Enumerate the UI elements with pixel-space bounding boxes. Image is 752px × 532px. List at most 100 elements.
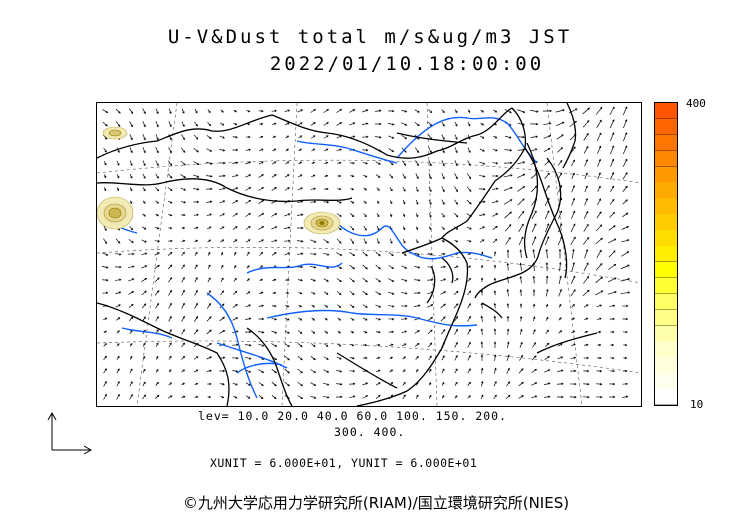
wind-arrowhead	[612, 106, 615, 109]
wind-arrow	[258, 305, 264, 307]
wind-arrowhead	[300, 371, 303, 374]
wind-arrowhead	[534, 236, 537, 239]
wind-arrowhead	[104, 393, 107, 397]
wind-arrow	[206, 226, 212, 230]
wind-arrowhead	[208, 395, 212, 399]
wind-arrowhead	[547, 147, 551, 151]
wind-arrow	[194, 316, 198, 322]
wind-arrowhead	[182, 355, 185, 359]
wind-arrowhead	[338, 331, 341, 334]
map-canvas	[97, 103, 641, 406]
wind-arrowhead	[260, 265, 264, 268]
wind-arrow	[115, 238, 121, 244]
wind-arrowhead	[455, 227, 459, 230]
wind-arrowhead	[299, 291, 303, 295]
wind-arrowhead	[379, 136, 382, 139]
wind-arrow	[545, 329, 549, 335]
wind-arrow	[102, 265, 108, 269]
wind-arrow	[349, 395, 355, 399]
wind-arrowhead	[117, 330, 120, 333]
wind-arrow	[492, 188, 498, 190]
wind-arrow	[441, 368, 445, 374]
wind-arrow	[582, 237, 590, 245]
wind-arrow	[557, 356, 563, 360]
wind-arrow	[388, 265, 394, 269]
wind-arrow	[401, 318, 407, 320]
wind-arrow	[493, 368, 497, 374]
graticule	[97, 103, 641, 406]
wind-arrow	[194, 369, 198, 373]
wind-arrowhead	[496, 174, 499, 178]
wind-arrowhead	[627, 264, 630, 267]
wind-arrow	[415, 394, 419, 400]
wind-arrowhead	[403, 241, 406, 244]
wind-arrow	[608, 225, 616, 231]
wind-arrowhead	[104, 330, 107, 333]
wind-arrow	[388, 123, 394, 125]
wind-arrowhead	[130, 111, 134, 114]
wind-arrowhead	[196, 175, 200, 178]
wind-arrowhead	[222, 303, 225, 306]
wind-arrowhead	[468, 163, 471, 167]
wind-arrow	[389, 187, 393, 191]
wind-arrowhead	[130, 124, 133, 128]
wind-arrowhead	[547, 185, 550, 188]
wind-arrow	[336, 383, 342, 385]
wind-arrow	[415, 356, 419, 360]
wind-arrowhead	[156, 227, 160, 230]
wind-arrowhead	[480, 290, 484, 293]
wind-arrowhead	[248, 148, 251, 152]
wind-arrow	[362, 174, 368, 178]
wind-arrow	[375, 251, 381, 257]
wind-arrow	[375, 161, 381, 165]
wind-arrowhead	[351, 344, 355, 347]
wind-arrow	[543, 135, 551, 139]
wind-arrowhead	[104, 150, 107, 153]
wind-arrow	[493, 394, 497, 400]
wind-arrow	[558, 210, 562, 220]
wind-arrowhead	[221, 264, 224, 268]
wind-arrowhead	[118, 291, 122, 294]
wind-arrow	[180, 201, 186, 203]
wind-arrowhead	[417, 110, 420, 113]
wind-arrowhead	[131, 303, 134, 307]
wind-arrowhead	[247, 251, 250, 255]
wind-arrowhead	[312, 161, 315, 165]
wind-arrowhead	[456, 278, 459, 281]
wind-arrowhead	[429, 202, 432, 205]
wind-arrowhead	[118, 304, 121, 307]
wind-arrowhead	[547, 342, 550, 346]
wind-arrowhead	[156, 137, 159, 141]
wind-arrow	[492, 200, 498, 204]
wind-arrowhead	[598, 185, 601, 189]
wind-arrowhead	[235, 161, 239, 165]
wind-arrowhead	[521, 210, 525, 214]
wind-arrowhead	[611, 145, 615, 148]
wind-arrowhead	[429, 215, 432, 218]
wind-arrow	[129, 134, 133, 140]
wind-arrowhead	[598, 172, 601, 175]
wind-arrow	[258, 239, 264, 243]
wind-arrow	[546, 289, 548, 297]
wind-arrowhead	[532, 249, 535, 252]
wind-arrow	[544, 160, 550, 166]
wind-arrow	[245, 200, 251, 204]
wind-arrowhead	[404, 317, 408, 320]
wind-arrow	[297, 187, 303, 191]
wind-arrowhead	[455, 368, 458, 371]
wind-arrow	[532, 236, 536, 246]
wind-arrowhead	[119, 253, 122, 256]
wind-arrowhead	[352, 161, 355, 165]
wind-arrowhead	[313, 109, 316, 112]
wind-arrowhead	[468, 278, 472, 281]
wind-arrowhead	[587, 107, 590, 110]
wind-arrow	[454, 173, 458, 179]
wind-arrowhead	[586, 210, 589, 214]
wind-arrowhead	[351, 331, 355, 334]
wind-arrow	[349, 304, 355, 308]
wind-arrow	[428, 109, 432, 113]
wind-arrow	[440, 316, 446, 322]
wind-arrow	[441, 212, 445, 218]
wind-arrowhead	[183, 163, 186, 166]
wind-arrowhead	[390, 201, 393, 205]
